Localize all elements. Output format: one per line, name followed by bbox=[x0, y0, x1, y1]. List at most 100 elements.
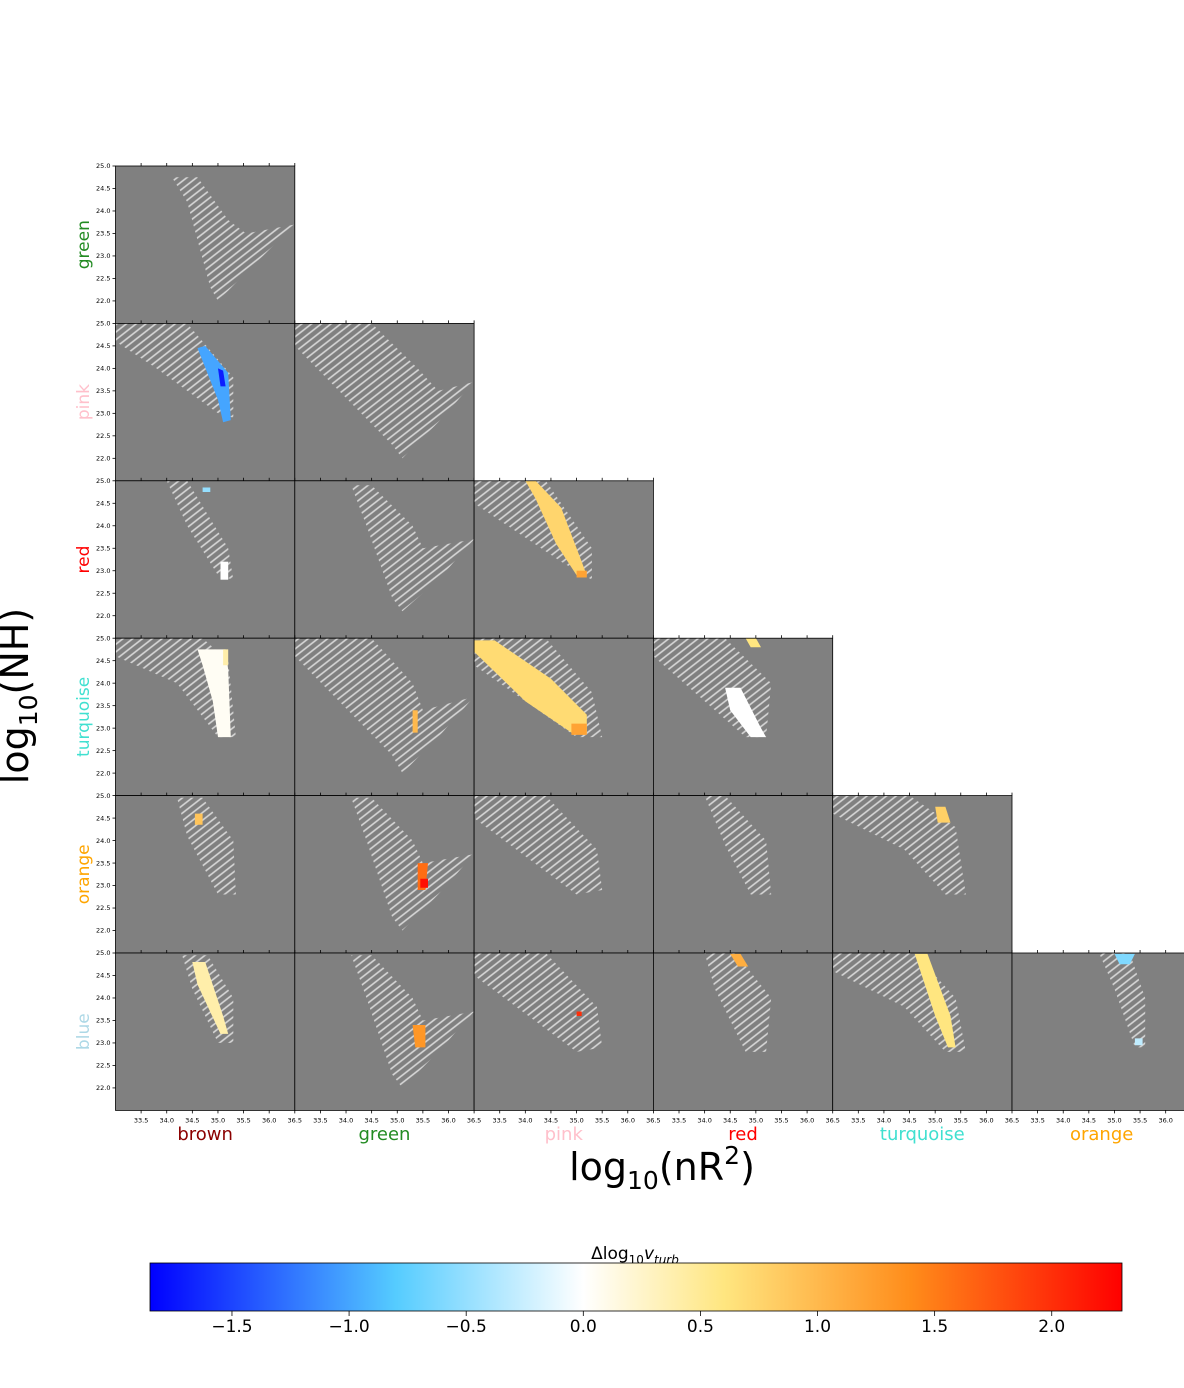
x-tick-label: 35.5 bbox=[1133, 1116, 1147, 1124]
x-tick-label: 34.0 bbox=[1056, 1116, 1070, 1124]
x-tick-label: 36.5 bbox=[646, 1116, 660, 1124]
y-tick-label: 23.5 bbox=[96, 544, 110, 552]
x-tick-label: 36.0 bbox=[621, 1116, 635, 1124]
explored-region bbox=[704, 795, 772, 895]
explored-region bbox=[294, 638, 475, 774]
y-tick-label: 25.0 bbox=[96, 792, 110, 800]
panel-red-vs-pink bbox=[473, 477, 654, 639]
panel-red-vs-green bbox=[294, 477, 475, 639]
explored-region bbox=[351, 485, 475, 612]
x-tick-label: 36.5 bbox=[288, 1116, 302, 1124]
delta-vturb-cell bbox=[745, 638, 761, 648]
panel-orange-vs-brown: 25.0 24.5 24.0 23.5 23.0 22.5 22.0 bbox=[96, 792, 296, 954]
x-tick-label: 36.0 bbox=[441, 1116, 455, 1124]
y-tick-label: 25.0 bbox=[96, 477, 110, 485]
x-tick-label: 34.5 bbox=[185, 1116, 199, 1124]
explored-region bbox=[1099, 953, 1146, 1048]
explored-region bbox=[832, 795, 966, 895]
x-tick-label: 36.0 bbox=[262, 1116, 276, 1124]
x-tick-label: 35.0 bbox=[211, 1116, 225, 1124]
x-axis-label-sub: 10 bbox=[627, 1166, 659, 1195]
panel-blue-vs-orange: 33.534.034.535.035.536.036.5 bbox=[1011, 950, 1184, 1124]
panel-red-vs-brown: 25.0 24.5 24.0 23.5 23.0 22.5 22.0 bbox=[96, 477, 296, 639]
x-axis-label-sup: 2 bbox=[724, 1141, 740, 1170]
column-label-pink: pink bbox=[545, 1124, 584, 1145]
y-tick-label: 24.5 bbox=[96, 499, 110, 507]
panel-blue-vs-brown: 25.0 24.5 24.0 23.5 23.0 22.5 22.0 33.5 34.0 34.5… bbox=[96, 949, 302, 1124]
colorbar-tick-label: −1.0 bbox=[328, 1317, 369, 1337]
delta-vturb-cell bbox=[1114, 953, 1135, 965]
panel-turquoise-vs-red bbox=[653, 635, 834, 797]
x-tick-label: 34.0 bbox=[339, 1116, 353, 1124]
panel-orange-vs-turquoise bbox=[832, 792, 1013, 954]
panel-grid: 25.0 24.5 24.0 23.5 23.0 22.5 22.0 25.0 24.5 24.0… bbox=[96, 162, 1184, 1124]
y-tick-label: 24.5 bbox=[96, 185, 110, 193]
panel-frame bbox=[1011, 952, 1184, 1111]
panel-blue-vs-red: 33.5 34.0 34.5 35.0 35.5 36.0 36.5 bbox=[653, 950, 840, 1124]
explored-region bbox=[704, 953, 772, 1052]
panel-blue-vs-turquoise: 33.5 34.0 34.5 35.0 35.5 36.0 36.5 bbox=[832, 950, 1019, 1124]
row-label-green: green bbox=[74, 220, 94, 269]
y-axis-label-arg: (NH) bbox=[0, 608, 37, 695]
y-tick-label: 23.5 bbox=[96, 387, 110, 395]
x-tick-label: 34.0 bbox=[159, 1116, 173, 1124]
y-tick-label: 23.5 bbox=[96, 859, 110, 867]
y-tick-label: 24.5 bbox=[96, 657, 110, 665]
x-tick-label: 34.0 bbox=[877, 1116, 891, 1124]
x-tick-label: 35.0 bbox=[390, 1116, 404, 1124]
y-tick-label: 22.5 bbox=[96, 747, 110, 755]
y-tick-label: 24.5 bbox=[96, 342, 110, 350]
y-tick-label: 24.5 bbox=[96, 814, 110, 822]
x-axis-label-main: log bbox=[569, 1145, 627, 1189]
panel-orange-vs-pink bbox=[473, 792, 654, 954]
y-tick-label: 22.5 bbox=[96, 589, 110, 597]
column-labels: brown green pink red turquoise orange bbox=[177, 1124, 1133, 1145]
colorbar: Δlog10vturb −1.5 −1.0 −0.5 0.0 0.5 1.0 1.5 2.0 bbox=[149, 1244, 1123, 1337]
row-label-turquoise: turquoise bbox=[74, 677, 94, 757]
panel-orange-vs-green bbox=[294, 792, 475, 954]
delta-vturb-cell bbox=[725, 687, 767, 738]
x-tick-label: 34.5 bbox=[723, 1116, 737, 1124]
colorbar-tick-label: 1.5 bbox=[921, 1317, 948, 1337]
x-tick-label: 33.5 bbox=[134, 1116, 148, 1124]
colorbar-gradient bbox=[149, 1262, 1123, 1312]
panel-background bbox=[1012, 953, 1184, 1111]
x-axis-label-close: ) bbox=[740, 1145, 755, 1189]
y-tick-label: 23.0 bbox=[96, 882, 110, 890]
explored-region bbox=[351, 955, 475, 1088]
y-axis-label: log10(NH) bbox=[0, 608, 43, 784]
row-label-red: red bbox=[74, 546, 94, 574]
panel-orange-vs-red bbox=[653, 792, 834, 954]
delta-vturb-cell bbox=[571, 723, 587, 735]
delta-vturb-cell bbox=[197, 649, 231, 738]
delta-vturb-cell bbox=[914, 953, 956, 1048]
delta-vturb-cell bbox=[576, 570, 587, 578]
explored-region bbox=[474, 953, 603, 1052]
panel-pink-vs-brown: 25.0 24.5 24.0 23.5 23.0 22.5 22.0 bbox=[96, 320, 296, 482]
panel-turquoise-vs-brown: 25.0 24.5 24.0 23.5 23.0 22.5 22.0 bbox=[96, 634, 296, 797]
panel-pink-vs-green bbox=[294, 320, 475, 482]
delta-vturb-cell bbox=[194, 813, 203, 825]
panel-turquoise-vs-green bbox=[294, 635, 475, 797]
panel-blue-vs-pink: 33.5 34.0 34.5 35.0 35.5 36.0 36.5 bbox=[473, 950, 661, 1124]
colorbar-tick-label: 1.0 bbox=[804, 1317, 831, 1337]
y-tick-label: 22.0 bbox=[96, 927, 110, 935]
explored-region bbox=[474, 480, 592, 580]
y-tick-label: 22.5 bbox=[96, 432, 110, 440]
explored-region bbox=[177, 797, 236, 895]
explored-region bbox=[171, 177, 295, 301]
delta-vturb-cell bbox=[474, 640, 587, 733]
colorbar-tick-label: 2.0 bbox=[1038, 1317, 1065, 1337]
x-tick-label: 34.0 bbox=[697, 1116, 711, 1124]
y-tick-label: 22.0 bbox=[96, 455, 110, 463]
y-tick-label: 24.0 bbox=[96, 365, 110, 373]
colorbar-tick-label: −1.5 bbox=[211, 1317, 252, 1337]
x-axis-label-arg: (nR bbox=[659, 1145, 724, 1189]
row-labels: green pink red turquoise orange blue bbox=[74, 220, 94, 1050]
x-tick-label: 35.0 bbox=[1107, 1116, 1121, 1124]
colorbar-tick-label: 0.0 bbox=[570, 1317, 597, 1337]
x-tick-label: 35.0 bbox=[928, 1116, 942, 1124]
delta-vturb-cell bbox=[730, 953, 749, 967]
y-axis-label-main: log bbox=[0, 726, 37, 784]
